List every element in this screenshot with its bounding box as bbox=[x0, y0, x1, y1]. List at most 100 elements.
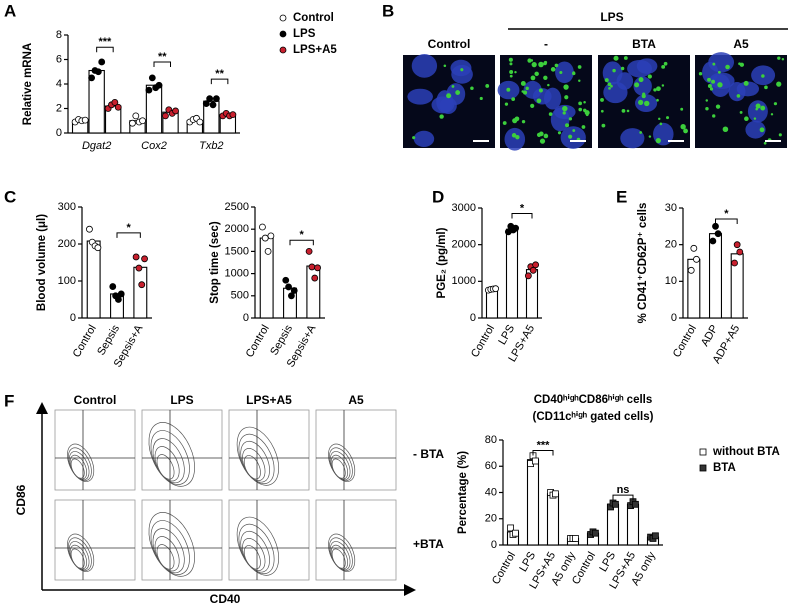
granule bbox=[621, 109, 626, 113]
granule bbox=[562, 105, 568, 112]
data-point bbox=[687, 266, 695, 274]
contour bbox=[150, 520, 190, 575]
y-axis-label: % CD41⁺CD62P⁺ cells bbox=[637, 203, 649, 324]
granule bbox=[543, 75, 548, 80]
data-point bbox=[172, 107, 179, 115]
granule bbox=[563, 84, 569, 90]
granule bbox=[712, 62, 716, 66]
bar bbox=[708, 233, 723, 319]
flow-plot bbox=[54, 409, 136, 491]
legend-marker bbox=[699, 448, 707, 456]
nucleus bbox=[560, 126, 586, 149]
granule bbox=[739, 110, 743, 114]
granule bbox=[451, 84, 455, 88]
granule bbox=[648, 135, 652, 138]
granule bbox=[514, 70, 517, 74]
contour bbox=[154, 446, 180, 482]
data-point bbox=[196, 118, 204, 126]
granule bbox=[666, 116, 670, 120]
contour bbox=[156, 544, 175, 570]
granule bbox=[634, 82, 640, 88]
nucleus bbox=[745, 120, 766, 139]
granule bbox=[656, 86, 661, 92]
x-tick-label: Control bbox=[469, 323, 497, 360]
granule bbox=[511, 97, 516, 101]
data-point bbox=[135, 264, 143, 272]
y-tick-label: 100 bbox=[58, 275, 76, 287]
granule bbox=[565, 123, 570, 128]
significance-label: * bbox=[724, 208, 729, 220]
granule bbox=[715, 104, 721, 109]
granule bbox=[744, 116, 749, 122]
granule bbox=[763, 141, 767, 145]
nucleus bbox=[616, 72, 634, 90]
granule bbox=[781, 57, 785, 61]
granule bbox=[536, 132, 542, 138]
y-tick-label: 20 bbox=[665, 239, 677, 251]
legend-label: LPS bbox=[293, 28, 316, 40]
x-tick-label: Control bbox=[490, 550, 518, 587]
granule bbox=[502, 121, 507, 125]
granule bbox=[641, 94, 646, 99]
y-tick-label: 2 bbox=[56, 102, 62, 114]
chart-subtitle: (CD11cʰⁱᵍʰ gated cells) bbox=[533, 411, 654, 423]
data-point bbox=[212, 95, 220, 103]
significance-bracket bbox=[511, 213, 533, 219]
y-tick-label: 200 bbox=[58, 238, 76, 250]
nucleus bbox=[653, 122, 674, 146]
legend-label: LPS+A5 bbox=[293, 44, 337, 56]
granule bbox=[538, 61, 544, 68]
group-label: LPS bbox=[600, 10, 623, 24]
flow-plot bbox=[54, 499, 136, 581]
granule bbox=[680, 107, 684, 111]
contour bbox=[152, 438, 185, 484]
nucleus bbox=[523, 80, 542, 99]
column-label: Control bbox=[74, 393, 117, 407]
data-point bbox=[652, 532, 659, 540]
granule bbox=[600, 109, 604, 113]
granule bbox=[647, 74, 652, 79]
nucleus bbox=[728, 82, 746, 102]
significance-bracket bbox=[96, 46, 114, 53]
bar bbox=[306, 265, 321, 319]
significance-bracket bbox=[612, 494, 634, 501]
y-tick-label: 0 bbox=[243, 312, 249, 324]
granule bbox=[515, 134, 520, 140]
data-point bbox=[129, 119, 136, 127]
x-axis-label: CD40 bbox=[210, 592, 241, 606]
granule bbox=[511, 133, 517, 138]
granule bbox=[572, 129, 576, 132]
granule bbox=[578, 79, 581, 82]
significance-label: ** bbox=[215, 68, 224, 80]
granule bbox=[581, 125, 586, 129]
granule bbox=[439, 114, 444, 119]
bar bbox=[485, 289, 499, 319]
plot-frame bbox=[54, 499, 136, 581]
granule bbox=[705, 99, 709, 102]
granule bbox=[638, 99, 644, 106]
granule bbox=[613, 55, 619, 61]
data-point bbox=[632, 500, 639, 508]
data-point bbox=[529, 266, 537, 274]
data-point bbox=[98, 58, 106, 66]
granule bbox=[536, 98, 542, 104]
data-point bbox=[94, 68, 102, 76]
row-label: - BTA bbox=[413, 447, 444, 461]
data-point bbox=[111, 98, 119, 106]
granule bbox=[412, 136, 416, 140]
legend-marker bbox=[279, 46, 287, 54]
y-tick-label: 0 bbox=[491, 539, 497, 551]
granule bbox=[527, 58, 532, 63]
data-point bbox=[114, 103, 122, 111]
data-point bbox=[229, 111, 237, 119]
data-point bbox=[267, 232, 275, 240]
granule bbox=[655, 138, 661, 144]
significance-label: * bbox=[520, 202, 525, 214]
column-label: A5 bbox=[348, 393, 364, 407]
granule bbox=[485, 84, 490, 88]
flow-plot bbox=[141, 499, 223, 581]
legend-marker bbox=[279, 14, 287, 22]
data-point bbox=[261, 234, 269, 242]
nucleus bbox=[620, 128, 645, 149]
granule bbox=[531, 62, 537, 68]
